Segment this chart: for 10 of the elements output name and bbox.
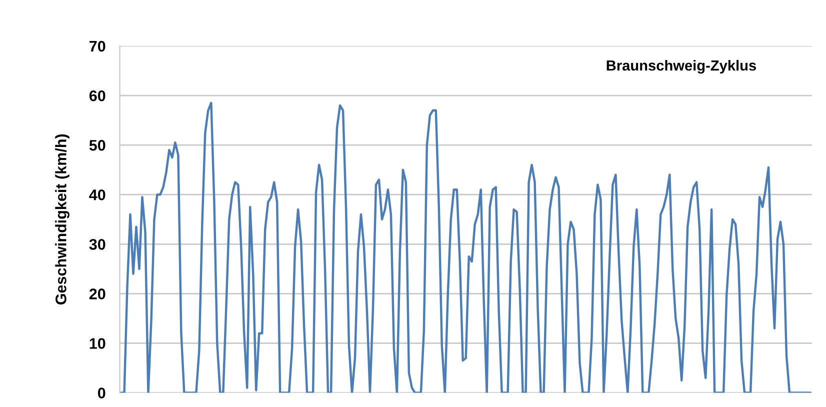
y-tick-label: 30	[89, 239, 106, 250]
y-tick-label: 40	[89, 189, 106, 200]
y-tick-label: 10	[90, 338, 106, 349]
y-tick-label: 50	[89, 140, 106, 151]
y-axis-title: Geschwindigkeit (km/h)	[55, 134, 70, 304]
y-tick-label: 60	[89, 90, 106, 102]
y-tick-label: 20	[89, 288, 106, 300]
y-tick-label: 0	[98, 388, 106, 398]
text: Braunschweig-Zyklus	[606, 60, 756, 74]
y-tick-label: 70	[90, 40, 106, 52]
